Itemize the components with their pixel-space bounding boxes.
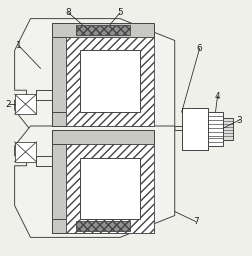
Bar (15, 142, 37, 162)
Text: 6: 6 (197, 44, 202, 53)
Bar (52, 23, 154, 37)
Bar (52, 112, 154, 126)
Bar (66, 37, 154, 126)
Bar (52, 130, 66, 233)
Bar (15, 94, 37, 114)
Text: 1: 1 (16, 41, 21, 50)
Bar (224, 118, 233, 140)
Text: 3: 3 (236, 115, 242, 125)
Bar (76, 221, 130, 231)
Bar (80, 158, 140, 219)
Bar (182, 108, 208, 150)
Text: 2: 2 (6, 100, 11, 109)
Bar (208, 112, 224, 146)
Bar (76, 25, 130, 35)
Bar (52, 23, 66, 126)
Bar (52, 219, 154, 233)
Text: 8: 8 (66, 8, 71, 17)
Bar (66, 144, 154, 233)
Bar (80, 50, 140, 112)
Polygon shape (15, 19, 175, 130)
Text: 7: 7 (193, 217, 199, 226)
Bar (52, 130, 154, 144)
Text: 4: 4 (215, 92, 220, 101)
Polygon shape (15, 126, 175, 237)
Text: 5: 5 (117, 8, 123, 17)
